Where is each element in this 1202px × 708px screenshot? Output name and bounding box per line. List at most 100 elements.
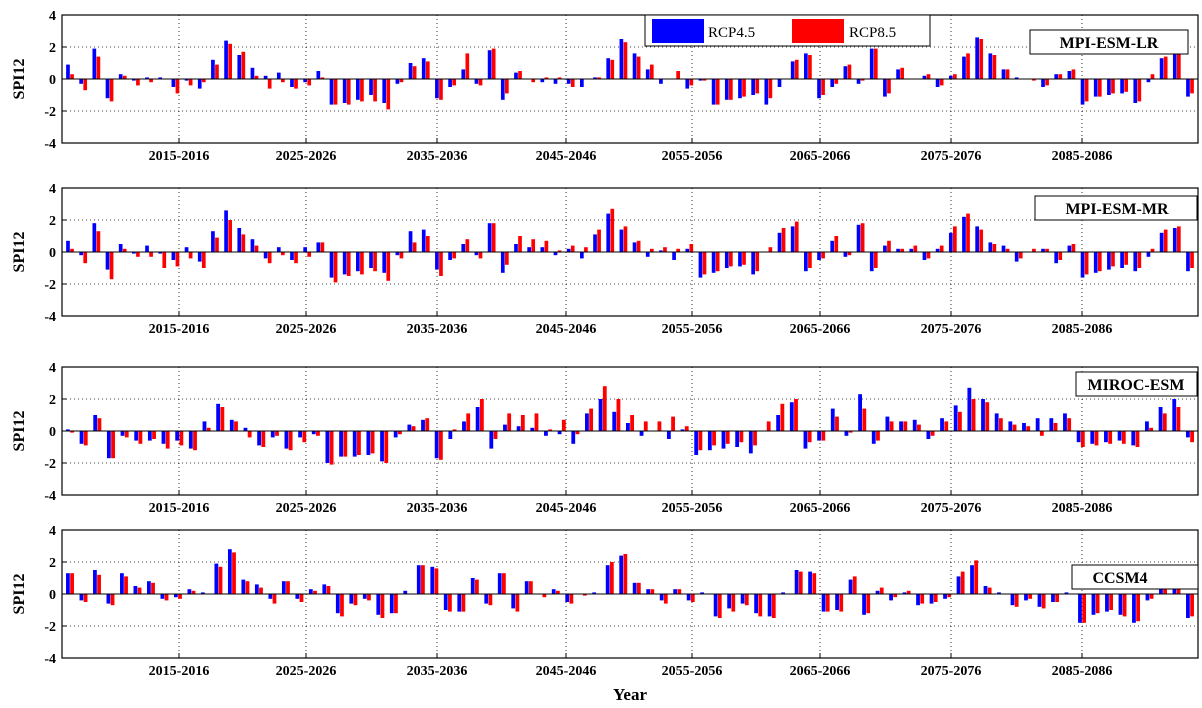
- bar-rcp45: [1172, 51, 1177, 79]
- bar-rcp45: [606, 58, 611, 79]
- bar-rcp45: [808, 571, 812, 594]
- bar-rcp45: [475, 407, 480, 431]
- bar-rcp85: [1124, 252, 1128, 265]
- bar-rcp45: [1010, 594, 1015, 606]
- bar-rcp85: [70, 74, 74, 79]
- bar-rcp45: [516, 426, 521, 431]
- bar-rcp45: [988, 53, 993, 79]
- bar-rcp85: [960, 571, 965, 594]
- bar-rcp45: [241, 579, 246, 594]
- bars: [66, 208, 1194, 283]
- bar-rcp85: [272, 594, 277, 604]
- bar-rcp45: [173, 594, 178, 598]
- y-tick-labels: 4 2 0 -2 -4: [44, 361, 67, 504]
- x-tick-label: 2045-2046: [536, 664, 597, 679]
- bar-rcp45: [120, 431, 125, 436]
- bar-rcp45: [711, 79, 716, 105]
- bar-rcp45: [1107, 79, 1111, 95]
- bar-rcp85: [465, 239, 470, 252]
- bar-rcp45: [994, 413, 999, 431]
- bars: [65, 386, 1195, 465]
- bar-rcp85: [307, 79, 312, 86]
- bar-rcp45: [66, 240, 70, 252]
- bar-rcp85: [1135, 431, 1140, 447]
- bar-rcp85: [241, 234, 246, 252]
- bar-rcp85: [847, 64, 852, 79]
- bar-rcp45: [1104, 431, 1108, 443]
- model-label-text: MPI-ESM-MR: [1065, 201, 1169, 218]
- bar-rcp45: [557, 431, 562, 435]
- bar-rcp45: [120, 573, 124, 594]
- bar-rcp85: [753, 431, 757, 446]
- bar-rcp45: [1078, 594, 1082, 623]
- bar-rcp45: [540, 247, 545, 252]
- bar-rcp85: [873, 252, 878, 268]
- x-tick-label: 2065-2066: [790, 149, 851, 164]
- bar-rcp45: [448, 252, 452, 260]
- bar-rcp85: [739, 431, 744, 443]
- model-label-box: [1034, 195, 1198, 221]
- bar-rcp85: [507, 413, 512, 431]
- bar-rcp45: [229, 419, 234, 431]
- bar-rcp85: [544, 240, 549, 252]
- bar-rcp85: [1190, 79, 1194, 94]
- bar-rcp85: [386, 252, 391, 281]
- bar-rcp45: [711, 252, 716, 273]
- bar-rcp45: [902, 592, 907, 594]
- bar-rcp45: [1008, 421, 1013, 431]
- bar-rcp45: [777, 232, 782, 252]
- y-tick-label: 0: [49, 246, 56, 261]
- bar-rcp85: [232, 552, 236, 594]
- model-label-text: CCSM4: [1092, 570, 1147, 587]
- bar-rcp85: [288, 431, 293, 451]
- bar-rcp85: [286, 581, 290, 594]
- bar-rcp85: [1014, 594, 1019, 607]
- bar-rcp85: [313, 590, 317, 594]
- bar-rcp45: [1117, 431, 1122, 441]
- bar-rcp45: [322, 584, 327, 594]
- bar-rcp45: [858, 394, 862, 431]
- bar-rcp85: [206, 427, 211, 431]
- bar-rcp45: [335, 594, 340, 614]
- bar-rcp85: [835, 416, 839, 431]
- bar-rcp45: [214, 563, 219, 594]
- bar-rcp45: [342, 252, 347, 275]
- bar-rcp85: [939, 245, 944, 252]
- bar-rcp85: [657, 421, 662, 431]
- bar-rcp45: [862, 594, 866, 615]
- bar-rcp45: [727, 594, 732, 609]
- bar-rcp45: [698, 252, 703, 278]
- y-tick-label: 4: [49, 524, 56, 539]
- bar-rcp45: [698, 79, 703, 81]
- bar-rcp85: [360, 252, 364, 275]
- bar-rcp85: [636, 56, 641, 79]
- bar-rcp45: [1041, 248, 1045, 252]
- bar-rcp85: [164, 594, 169, 601]
- bar-rcp45: [366, 431, 371, 455]
- bar-rcp45: [1041, 79, 1045, 87]
- bar-rcp85: [162, 252, 167, 268]
- bar-rcp45: [685, 248, 690, 252]
- bar-rcp85: [690, 594, 695, 602]
- bar-rcp45: [92, 48, 97, 79]
- bar-rcp45: [869, 252, 874, 272]
- bar-rcp85: [548, 429, 553, 431]
- bar-rcp85: [808, 55, 812, 79]
- x-tick-label: 2035-2036: [407, 501, 468, 516]
- bar-rcp85: [992, 244, 997, 252]
- bar-rcp45: [106, 431, 111, 459]
- bar-rcp85: [267, 79, 272, 89]
- bar-rcp85: [479, 399, 484, 431]
- bar-rcp85: [953, 226, 957, 252]
- bar-rcp85: [1071, 244, 1076, 252]
- panel-ccsm4: 4 2 0 -2 -4 2015-2016 2025-2026 2035-2036 2045-…: [11, 524, 1199, 679]
- bar-rcp85: [649, 64, 654, 79]
- bar-rcp45: [524, 581, 529, 594]
- bar-rcp85: [1039, 431, 1044, 436]
- bar-rcp45: [421, 419, 425, 431]
- bar-rcp45: [1054, 74, 1059, 79]
- bar-rcp85: [992, 55, 997, 79]
- x-tick-label: 2075-2076: [921, 322, 982, 337]
- bar-rcp45: [257, 431, 262, 446]
- bar-rcp45: [948, 75, 953, 79]
